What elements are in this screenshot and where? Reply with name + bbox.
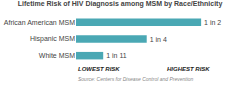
svg-text:HIGHEST RISK: HIGHEST RISK xyxy=(167,66,210,72)
svg-text:1 in 4: 1 in 4 xyxy=(150,36,167,43)
svg-text:1 in 11: 1 in 11 xyxy=(106,52,127,59)
svg-text:1 in 2: 1 in 2 xyxy=(204,19,221,26)
svg-text:LOWEST RISK: LOWEST RISK xyxy=(78,66,120,72)
svg-text:African American MSM: African American MSM xyxy=(4,19,75,26)
svg-text:Lifetime Risk of HIV Diagnosis: Lifetime Risk of HIV Diagnosis among MSM… xyxy=(18,0,223,8)
svg-text:Hispanic MSM: Hispanic MSM xyxy=(30,35,75,43)
svg-text:Source: Centers for Disease Co: Source: Centers for Disease Control and … xyxy=(78,76,194,82)
svg-text:White MSM: White MSM xyxy=(39,52,75,59)
